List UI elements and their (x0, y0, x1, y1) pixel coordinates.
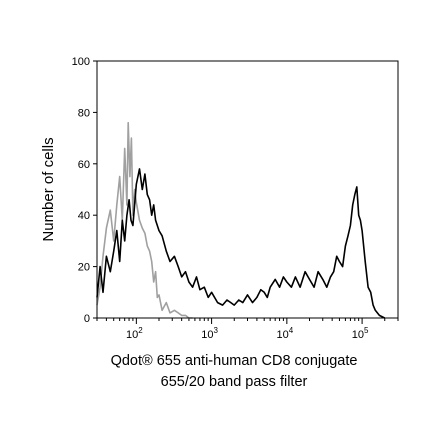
series-line-control (96, 121, 193, 319)
histogram-series (96, 121, 386, 319)
x-tick-label: 104 (276, 326, 293, 341)
y-tick-label: 0 (84, 313, 90, 325)
series-line-stained (96, 168, 386, 319)
x-tick-label: 103 (201, 326, 218, 341)
x-axis-label: Qdot® 655 anti-human CD8 conjugate (111, 353, 358, 369)
plot-frame (96, 60, 399, 319)
y-axis-label: Number of cells (40, 137, 57, 241)
y-tick-label: 40 (78, 210, 90, 222)
x-axis-ticks: 102 103 104 105 (96, 318, 399, 341)
y-tick-label: 20 (78, 262, 90, 274)
x-axis-label-line2: 655/20 band pass filter (161, 374, 308, 390)
y-axis-ticks: 0 20 40 60 80 100 (72, 56, 97, 325)
x-tick-label: 105 (352, 326, 369, 341)
y-tick-label: 100 (72, 56, 90, 68)
y-tick-label: 60 (78, 159, 90, 171)
y-tick-label: 80 (78, 107, 90, 119)
x-tick-label: 102 (126, 326, 143, 341)
